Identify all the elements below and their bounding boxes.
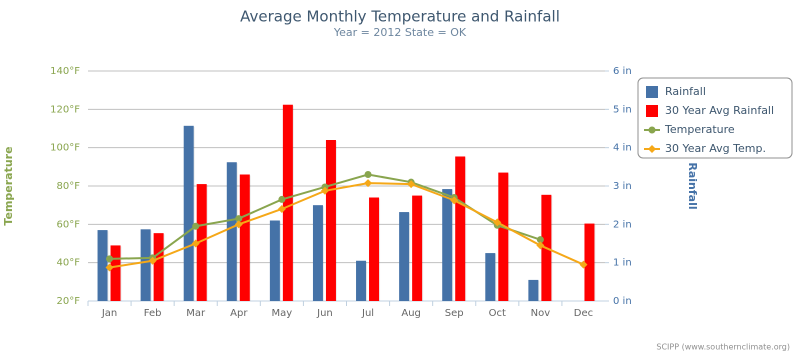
bar	[239, 174, 250, 301]
bar	[455, 156, 466, 301]
y-tick-label: 140°F	[50, 66, 80, 77]
bar	[498, 172, 509, 301]
chart-title: Average Monthly Temperature and Rainfall	[240, 8, 560, 26]
x-tick-label: Mar	[186, 308, 206, 319]
bar	[312, 205, 323, 301]
line	[109, 182, 584, 269]
y-tick-label: 80°F	[57, 181, 81, 192]
legend-marker[interactable]	[648, 145, 656, 153]
x-tick-label: Jun	[316, 308, 333, 319]
marker	[105, 263, 114, 272]
marker	[407, 180, 416, 189]
y-tick-label: 60°F	[57, 219, 81, 230]
x-tick-label: Aug	[401, 308, 421, 319]
marker	[579, 260, 588, 269]
legend-box	[637, 77, 793, 159]
legend-label[interactable]: Rainfall	[665, 85, 706, 98]
y2-tick-label: 2 in	[613, 219, 632, 230]
x-tick-label: Nov	[531, 308, 551, 319]
marker	[235, 215, 243, 223]
bar	[325, 140, 336, 301]
bar	[369, 197, 380, 301]
legend-symbol[interactable]	[646, 105, 658, 117]
bar	[110, 245, 121, 301]
bar	[584, 223, 595, 301]
bar	[183, 125, 194, 301]
marker	[493, 218, 502, 227]
bar	[282, 104, 293, 301]
x-tick-label: Apr	[230, 308, 248, 319]
bar	[269, 220, 280, 301]
credits: SCIPP (www.southernclimate.org)	[656, 343, 790, 352]
bar	[356, 260, 367, 301]
bar	[153, 233, 164, 301]
legend-marker[interactable]	[648, 126, 656, 134]
x-tick-label: Feb	[144, 308, 162, 319]
marker	[148, 256, 157, 265]
bar	[485, 253, 496, 301]
x-tick-label: Jul	[361, 308, 374, 319]
x-tick-label: May	[272, 308, 293, 319]
legend-label[interactable]: 30 Year Avg Rainfall	[665, 104, 774, 117]
marker	[364, 171, 372, 178]
x-tick-label: Jan	[101, 308, 117, 319]
marker	[364, 179, 373, 188]
bar	[140, 229, 151, 301]
legend-label[interactable]: 30 Year Avg Temp.	[665, 142, 766, 155]
marker	[277, 205, 286, 213]
marker	[450, 196, 459, 205]
y-tick-label: 20°F	[57, 296, 81, 307]
x-tick-label: Oct	[489, 308, 506, 319]
legend-label[interactable]: Temperature	[664, 123, 735, 136]
bar	[442, 189, 453, 301]
x-tick-label: Dec	[574, 308, 593, 319]
y2-tick-label: 0 in	[613, 296, 632, 307]
y-axis-title: Temperature	[2, 146, 15, 225]
marker	[536, 236, 544, 244]
bar	[97, 230, 108, 301]
marker	[106, 255, 114, 263]
y-tick-label: 40°F	[57, 258, 81, 269]
bar	[196, 184, 207, 301]
bar	[412, 195, 423, 301]
y-tick-label: 100°F	[50, 143, 80, 154]
marker	[192, 222, 200, 230]
y2-tick-label: 5 in	[613, 104, 632, 115]
marker	[320, 186, 329, 195]
y2-tick-label: 4 in	[613, 143, 632, 154]
marker	[536, 241, 545, 250]
bar	[226, 162, 237, 301]
x-tick-label: Sep	[445, 308, 464, 319]
marker	[234, 220, 243, 229]
y-tick-label: 120°F	[50, 104, 80, 115]
chart-subtitle: Year = 2012 State = OK	[333, 26, 467, 39]
legend-symbol[interactable]	[646, 86, 658, 98]
bar	[399, 212, 410, 301]
y2-tick-label: 6 in	[613, 66, 632, 77]
y2-tick-label: 1 in	[613, 258, 632, 269]
y2-tick-label: 3 in	[613, 181, 632, 192]
marker	[278, 195, 286, 203]
bar	[528, 279, 539, 301]
marker	[191, 239, 200, 248]
y2-axis-title: Rainfall	[686, 162, 699, 209]
